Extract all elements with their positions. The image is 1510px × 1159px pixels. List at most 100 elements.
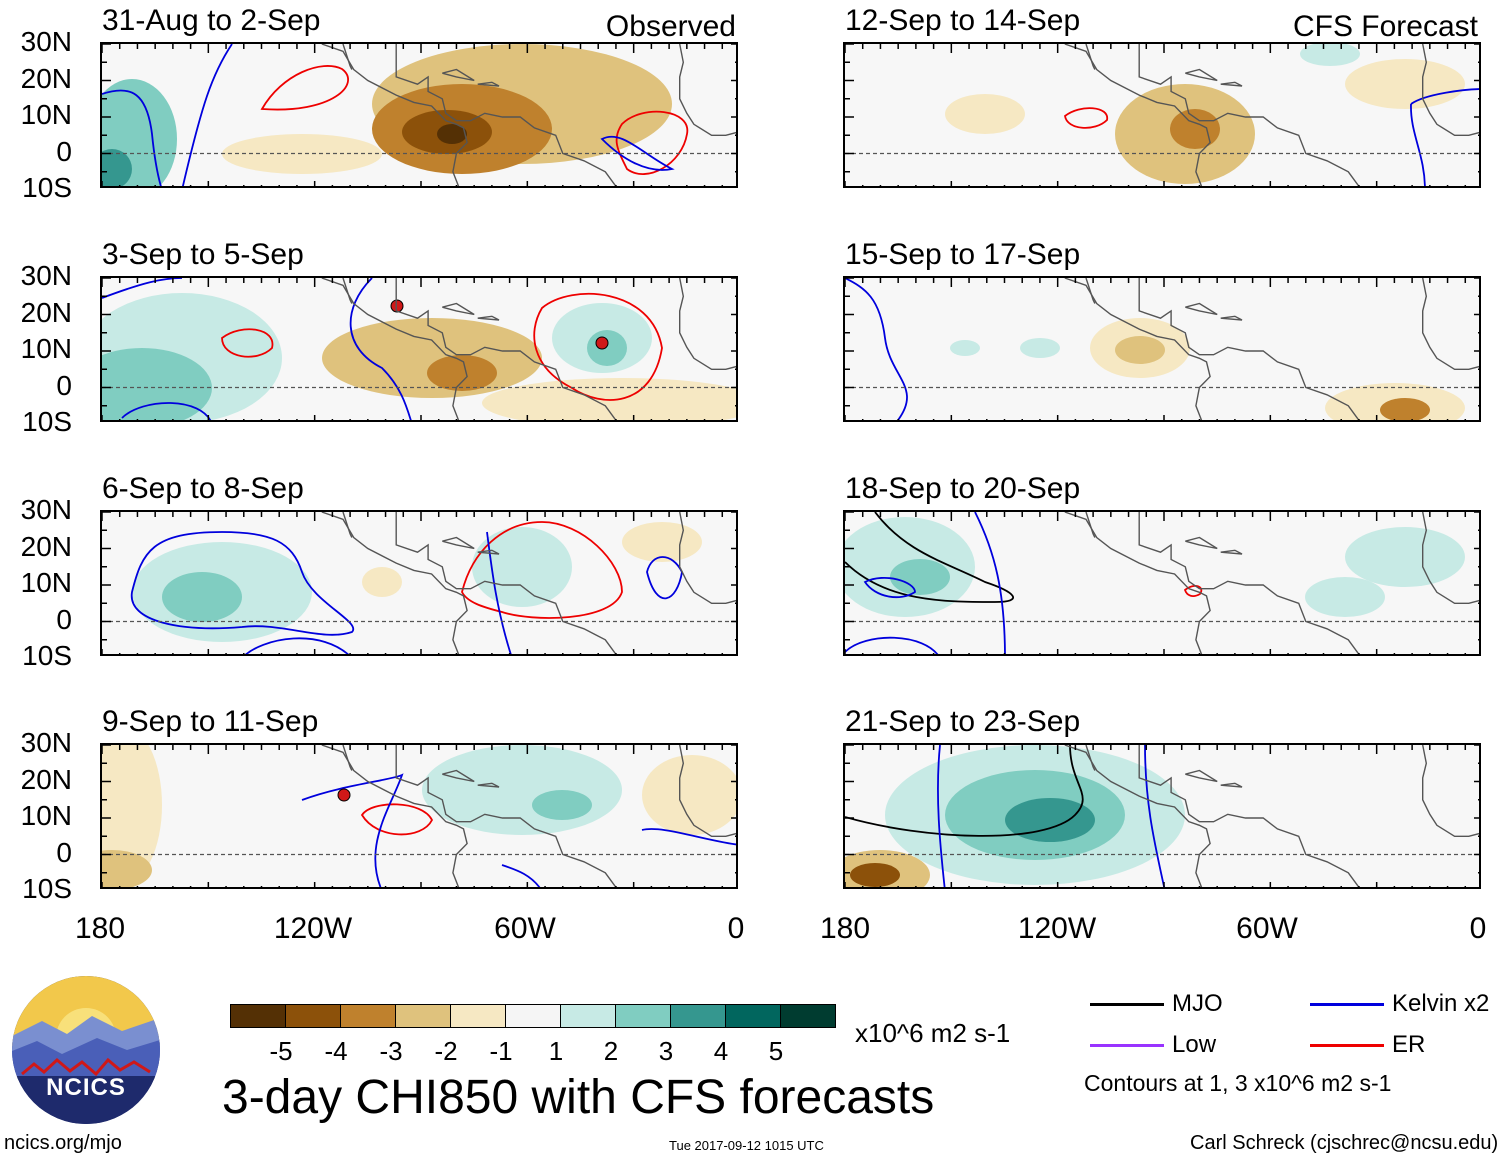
ytick-row3-2: 10N xyxy=(20,800,72,831)
ytick-row0-4: 10S xyxy=(22,172,72,203)
colorbar-swatch-3 xyxy=(395,1004,451,1028)
xtick-l-0: 0 xyxy=(727,912,745,945)
anom-3 xyxy=(1005,798,1095,842)
anom-1 xyxy=(102,745,162,885)
kelvin-contour-2 xyxy=(1410,103,1426,186)
coastline-r2-0 xyxy=(1064,512,1211,654)
ytick-row2-4: 10S xyxy=(22,640,72,671)
colorbar-swatch-0 xyxy=(230,1004,286,1028)
xtick-r-60w: 60W xyxy=(1236,912,1298,945)
kelvin-contour-1 xyxy=(937,745,946,887)
kelvin-contour-2 xyxy=(245,637,349,654)
er-contour-2 xyxy=(533,292,663,401)
legend-line-kelvin xyxy=(1310,1003,1384,1006)
kelvin-contour-3 xyxy=(845,636,938,654)
coastline-r2-5 xyxy=(1085,512,1096,538)
er-contour-1 xyxy=(1183,585,1203,597)
colorbar-swatch-7 xyxy=(615,1004,671,1028)
ytick-row0-0: 30N xyxy=(20,26,72,57)
kelvin-contour-2 xyxy=(501,864,541,887)
coastline-r0-3 xyxy=(1220,81,1243,87)
kelvin-contour-3 xyxy=(349,278,412,420)
colorbar-swatch-1 xyxy=(285,1004,341,1028)
map-panel-l1 xyxy=(100,276,738,422)
kelvin-contour-2 xyxy=(121,402,211,420)
anom-6 xyxy=(437,124,467,144)
coastline-l0-2 xyxy=(442,68,475,82)
footer-website: ncics.org/mjo xyxy=(4,1132,122,1154)
anom-7 xyxy=(482,378,736,420)
coastline-r0-5 xyxy=(1085,44,1096,70)
ytick-row1-4: 10S xyxy=(22,406,72,437)
coastline-r1-3 xyxy=(1220,315,1243,321)
anom-4 xyxy=(532,790,592,820)
kelvin-contour-1 xyxy=(301,773,404,887)
legend-line-mjo xyxy=(1090,1003,1164,1006)
anom-2 xyxy=(102,348,212,420)
map-svg-l2 xyxy=(102,512,736,654)
ytick-row1-0: 30N xyxy=(20,260,72,291)
coastline-r1-2 xyxy=(1185,302,1218,316)
map-panel-r2 xyxy=(843,510,1481,656)
column-label-observed: Observed xyxy=(605,10,736,43)
kelvin-contour-1 xyxy=(1410,88,1479,105)
colorbar-label-2: -3 xyxy=(379,1036,403,1066)
xtick-l-180: 180 xyxy=(74,912,126,945)
anom-3 xyxy=(945,94,1025,134)
colorbar-label-6: 2 xyxy=(603,1036,619,1066)
mjo-contour-1 xyxy=(845,745,1084,837)
kelvin-contour-2 xyxy=(1144,745,1166,887)
panel-title-r0: 12-Sep to 14-Sep xyxy=(845,4,1081,37)
er-contour-1 xyxy=(221,328,274,358)
kelvin-contour-2 xyxy=(974,512,1006,654)
coastline-l2-1 xyxy=(395,512,617,654)
coastline-l3-2 xyxy=(442,769,475,783)
coastline-r1-5 xyxy=(1085,278,1096,304)
column-label-cfs: CFS Forecast xyxy=(1292,10,1478,43)
colorbar-units: x10^6 m2 s-1 xyxy=(855,1018,1011,1048)
anom-2 xyxy=(102,850,152,887)
ncics-logo: NCICS xyxy=(12,976,160,1124)
coastline-r3-4 xyxy=(1422,745,1479,837)
legend-label-er: ER xyxy=(1392,1031,1426,1058)
legend-line-er xyxy=(1310,1044,1384,1047)
ytick-row3-4: 10S xyxy=(22,873,72,904)
storm-marker-1 xyxy=(390,299,404,313)
anom-6 xyxy=(587,330,627,366)
colorbar-swatch-2 xyxy=(340,1004,396,1028)
coastline-l2-2 xyxy=(442,536,475,550)
anom-5 xyxy=(1300,44,1360,66)
coastline-l0-1 xyxy=(395,44,617,186)
map-panel-r1 xyxy=(843,276,1481,422)
anom-4 xyxy=(1380,398,1430,420)
kelvin-contour-3 xyxy=(486,531,512,654)
coastline-l1-0 xyxy=(321,278,468,420)
coastline-l2-3 xyxy=(477,549,500,555)
coastline-r0-1 xyxy=(1138,44,1360,186)
map-panel-l3 xyxy=(100,743,738,889)
coastline-l0-5 xyxy=(342,44,353,70)
logo-text: NCICS xyxy=(46,1074,126,1101)
anom-4 xyxy=(427,355,497,391)
footer-timestamp: Tue 2017-09-12 1015 UTC xyxy=(669,1138,824,1153)
anom-4 xyxy=(1345,527,1465,587)
ytick-row2-3: 0 xyxy=(56,603,72,635)
colorbar-label-7: 3 xyxy=(658,1036,674,1066)
ytick-row2-0: 30N xyxy=(20,494,72,525)
coastline-l3-1 xyxy=(395,745,617,887)
coastline-r0-2 xyxy=(1185,68,1218,82)
map-svg-r3 xyxy=(845,745,1479,887)
panel-title-r2: 18-Sep to 20-Sep xyxy=(845,472,1081,505)
map-panel-r3 xyxy=(843,743,1481,889)
kelvin-contour-1 xyxy=(845,278,908,420)
er-contour-1 xyxy=(260,65,349,111)
anom-4 xyxy=(622,522,702,562)
anom-3 xyxy=(322,318,542,398)
map-svg-l3 xyxy=(102,745,736,887)
coastline-l3-0 xyxy=(321,745,468,887)
xtick-r-180: 180 xyxy=(819,912,871,945)
ytick-row3-0: 30N xyxy=(20,727,72,758)
anom-2 xyxy=(162,572,242,622)
coastline-r0-4 xyxy=(1422,44,1479,136)
anom-3 xyxy=(1305,577,1385,617)
